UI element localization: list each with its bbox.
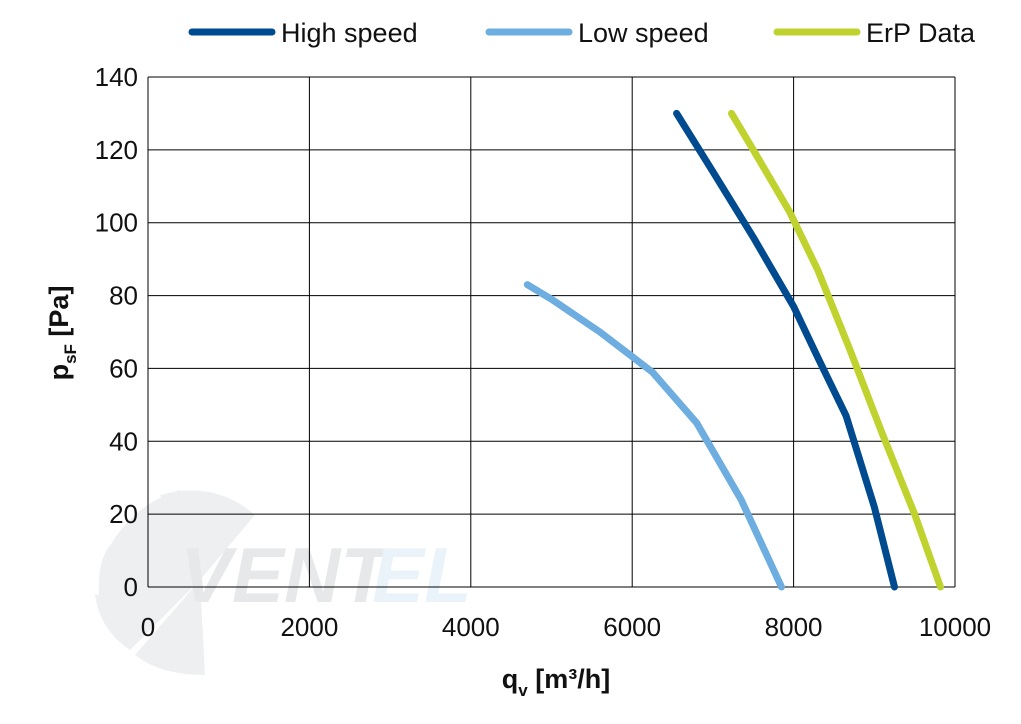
series-line-erp-data xyxy=(728,109,944,591)
fan-logo-icon xyxy=(95,490,255,675)
x-tick-labels: 0 2000 4000 6000 8000 10000 xyxy=(141,612,991,642)
y-tick-label: 0 xyxy=(124,572,138,602)
legend-label-high-speed: High speed xyxy=(281,18,418,48)
y-axis-title-unit: [Pa] xyxy=(44,286,74,345)
legend: High speed Low speed ErP Data xyxy=(188,18,976,48)
y-axis-title-main: p xyxy=(44,364,74,381)
y-tick-label: 60 xyxy=(109,353,138,383)
vertical-gridlines xyxy=(147,77,956,587)
watermark-brand-light: EL xyxy=(372,531,472,619)
ventel-watermark: VENT EL xyxy=(95,490,472,675)
x-axis-title: qv [m³/h] xyxy=(502,664,610,700)
series-lines xyxy=(523,109,944,591)
x-tick-label: 10000 xyxy=(919,612,991,642)
x-tick-label: 0 xyxy=(141,612,155,642)
y-axis-title: psF [Pa] xyxy=(44,286,80,381)
x-tick-label: 2000 xyxy=(280,612,338,642)
x-tick-label: 8000 xyxy=(765,612,823,642)
legend-label-low-speed: Low speed xyxy=(578,18,709,48)
x-axis-title-unit: [m³/h] xyxy=(528,664,610,694)
x-tick-label: 6000 xyxy=(603,612,661,642)
y-tick-label: 120 xyxy=(95,135,138,165)
x-axis-title-sub: v xyxy=(518,681,528,700)
y-tick-label: 100 xyxy=(95,208,138,238)
series-line-low-speed xyxy=(523,281,785,591)
watermark-brand-dark: VENT xyxy=(180,531,394,619)
series-line-high-speed xyxy=(673,109,898,591)
y-tick-labels: 0 20 40 60 80 100 120 140 xyxy=(95,62,138,602)
y-tick-label: 40 xyxy=(109,426,138,456)
x-tick-label: 4000 xyxy=(442,612,500,642)
legend-label-erp-data: ErP Data xyxy=(866,18,976,48)
y-tick-label: 20 xyxy=(109,499,138,529)
horizontal-gridlines xyxy=(148,76,955,588)
x-axis-title-main: q xyxy=(502,664,519,694)
y-tick-label: 140 xyxy=(95,62,138,92)
y-axis-title-sub: sF xyxy=(61,344,80,364)
y-tick-label: 80 xyxy=(109,281,138,311)
